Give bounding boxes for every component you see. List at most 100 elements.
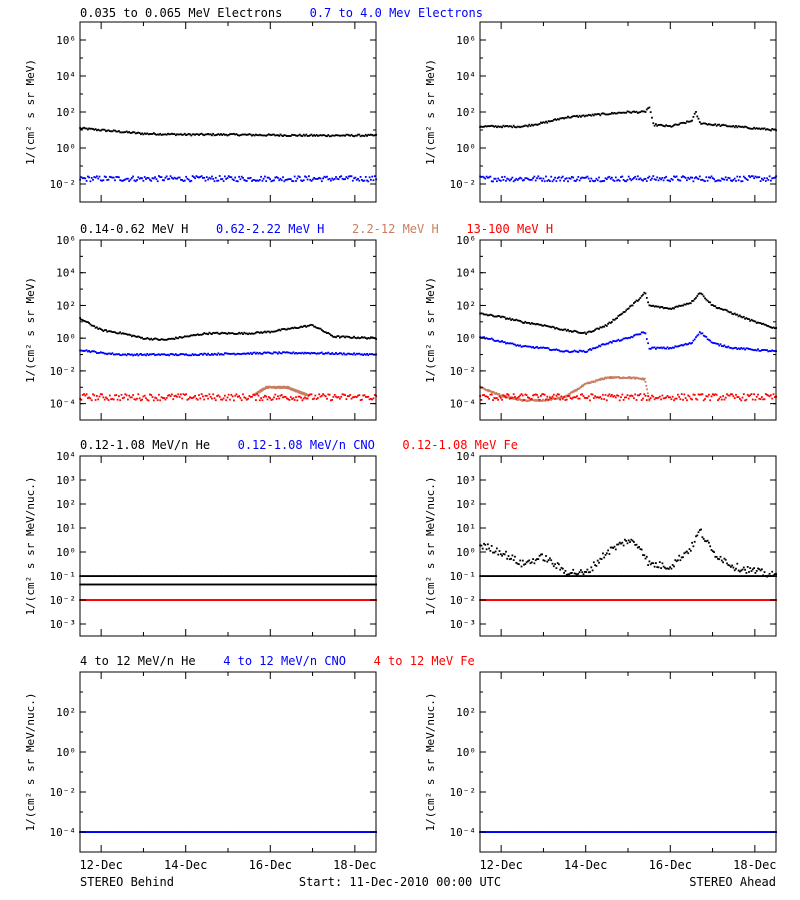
data-point [691, 176, 693, 179]
data-point [335, 352, 337, 354]
data-point [547, 179, 550, 181]
data-point [527, 345, 529, 348]
data-point [339, 583, 341, 586]
data-point [484, 543, 487, 546]
data-point [288, 351, 291, 354]
data-point [373, 583, 376, 586]
data-point [172, 353, 175, 356]
data-point [320, 394, 323, 397]
data-point [641, 378, 643, 381]
data-point [724, 599, 727, 601]
data-point [167, 353, 169, 356]
data-point [589, 114, 591, 116]
data-point [310, 393, 313, 396]
data-point [704, 599, 706, 601]
data-point [609, 395, 612, 398]
data-point [618, 399, 621, 402]
data-point [258, 583, 261, 586]
data-point [727, 125, 730, 128]
data-point [759, 575, 762, 577]
data-point [92, 350, 94, 352]
data-point [674, 306, 677, 308]
data-point [92, 178, 94, 181]
data-point [300, 134, 302, 137]
data-point [607, 322, 609, 325]
data-point [528, 575, 531, 577]
data-point [340, 335, 343, 338]
data-point [355, 352, 358, 355]
data-point [230, 575, 233, 577]
data-point [314, 325, 317, 328]
data-point [671, 125, 674, 128]
data-point [342, 134, 345, 137]
data-point [580, 177, 582, 180]
data-point [604, 177, 607, 180]
data-point [242, 393, 244, 396]
data-point [224, 133, 226, 136]
data-point [645, 108, 648, 111]
data-point [341, 335, 344, 338]
data-point [591, 330, 594, 333]
data-point [652, 304, 655, 307]
data-point [571, 176, 573, 178]
data-point [541, 122, 543, 124]
data-point [649, 563, 652, 566]
data-point [683, 393, 686, 396]
data-point [286, 178, 288, 181]
data-point [212, 599, 215, 601]
data-point [520, 575, 523, 577]
data-point [274, 351, 277, 354]
data-point [568, 177, 571, 180]
data-point [496, 547, 498, 550]
data-point [488, 176, 490, 179]
data-point [697, 117, 700, 120]
data-point [249, 351, 252, 354]
data-point [357, 353, 359, 355]
data-point [358, 337, 361, 340]
data-point [340, 583, 343, 586]
data-point [599, 575, 602, 577]
data-point [248, 599, 251, 601]
data-point [169, 338, 172, 340]
data-point [622, 311, 625, 313]
data-point [366, 575, 368, 577]
data-point [484, 395, 487, 398]
data-point [602, 325, 604, 328]
data-point [605, 599, 608, 601]
data-point [722, 561, 724, 564]
data-point [727, 575, 730, 577]
data-point [183, 353, 186, 356]
data-point [523, 575, 525, 577]
data-point [191, 175, 194, 177]
data-point [581, 114, 584, 117]
data-point [286, 583, 288, 586]
data-point [218, 353, 221, 356]
data-point [564, 599, 567, 601]
data-point [124, 393, 127, 396]
data-point [342, 599, 345, 601]
data-point [304, 134, 306, 137]
data-point [311, 599, 314, 601]
data-point [133, 335, 136, 337]
data-point [538, 177, 541, 180]
series-3 [79, 393, 377, 402]
data-point [133, 398, 136, 401]
data-point [368, 337, 371, 340]
data-point [240, 353, 243, 355]
data-point [640, 399, 643, 401]
data-point [698, 175, 701, 178]
data-point [147, 337, 150, 340]
data-point [644, 332, 647, 335]
data-point [710, 599, 713, 601]
data-point [103, 128, 106, 131]
data-point [491, 390, 494, 393]
data-point [366, 337, 368, 340]
data-point [739, 314, 741, 317]
data-point [754, 127, 757, 130]
data-point [340, 134, 343, 137]
data-point [711, 393, 714, 396]
data-point [120, 583, 123, 586]
data-point [598, 328, 600, 330]
data-point [260, 175, 262, 178]
data-point [489, 175, 492, 178]
